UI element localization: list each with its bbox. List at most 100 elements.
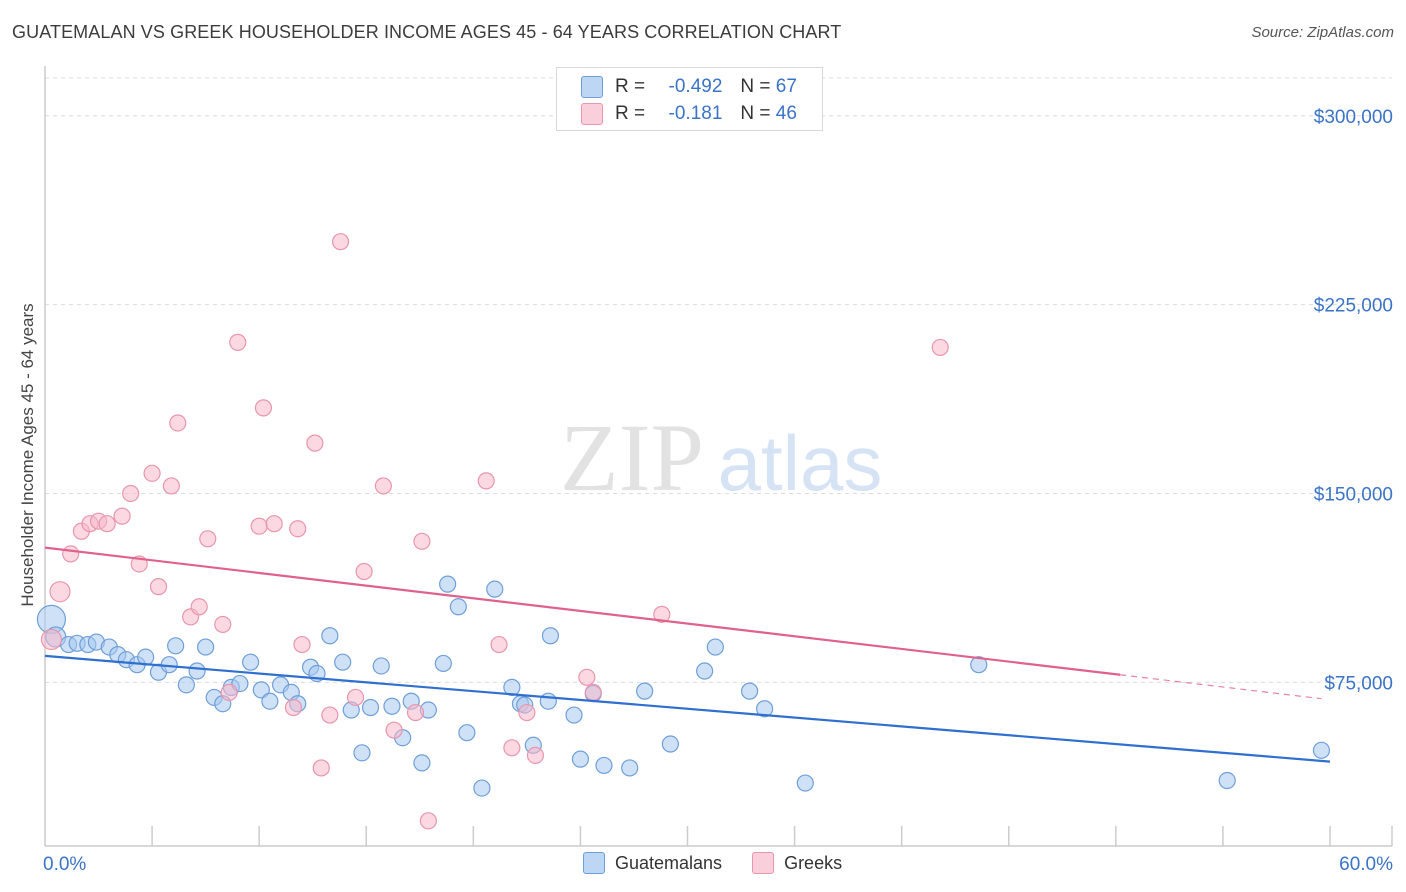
point-greeks	[265, 515, 283, 533]
point-guatemalans	[197, 638, 215, 656]
legend-item-guatemalans[interactable]: Guatemalans	[583, 852, 722, 874]
point-greeks	[62, 545, 80, 563]
point-greeks	[199, 530, 217, 548]
point-greeks	[162, 477, 180, 495]
axes	[44, 66, 1393, 847]
point-greeks	[284, 698, 303, 717]
legend-n-label: N =	[740, 76, 771, 97]
point-greeks	[653, 605, 671, 623]
point-greeks	[143, 464, 161, 482]
point-greeks	[312, 759, 330, 777]
point-guatemalans	[177, 676, 195, 694]
legend-r-value: -0.181	[668, 103, 723, 124]
trend-lines	[44, 546, 1331, 763]
point-guatemalans	[621, 759, 639, 777]
point-guatemalans	[755, 700, 774, 718]
legend-n-label: N =	[740, 103, 771, 124]
legend-item-greeks[interactable]: Greeks	[752, 852, 842, 874]
point-guatemalans	[242, 653, 260, 671]
source-label: Source: ZipAtlas.com	[1251, 24, 1394, 41]
point-greeks	[113, 507, 131, 525]
legend-swatch-blue	[583, 852, 605, 874]
point-guatemalans	[1218, 771, 1236, 790]
point-greeks	[306, 434, 324, 452]
point-guatemalans	[571, 750, 590, 768]
point-greeks	[931, 338, 949, 357]
point-greeks	[250, 517, 268, 535]
point-greeks	[406, 703, 425, 722]
point-greeks	[477, 472, 495, 490]
y-tick-label: $300,000	[1314, 107, 1393, 128]
legend-swatch-blue	[581, 76, 603, 98]
point-greeks	[490, 635, 508, 654]
y-tick-label: $150,000	[1314, 484, 1393, 505]
point-guatemalans	[434, 654, 452, 673]
point-greeks	[98, 515, 116, 533]
data-points	[36, 233, 1331, 830]
legend-r-label: R =	[615, 76, 646, 97]
point-guatemalans	[449, 598, 467, 616]
point-greeks	[385, 721, 403, 739]
point-guatemalans	[565, 706, 583, 724]
point-guatemalans	[636, 682, 654, 700]
watermark-atlas: atlas	[718, 419, 883, 507]
series-legend: Guatemalans Greeks	[583, 852, 872, 874]
legend-swatch-pink	[752, 852, 775, 874]
point-greeks	[149, 578, 168, 596]
point-guatemalans	[661, 735, 679, 753]
legend-row-greeks: R = -0.181 N = 46	[581, 101, 797, 127]
trend-line-greeks-extension	[1120, 674, 1322, 700]
point-greeks	[374, 477, 392, 495]
point-greeks	[584, 683, 602, 702]
point-guatemalans	[413, 754, 431, 772]
point-guatemalans	[321, 627, 339, 645]
point-guatemalans	[706, 638, 724, 656]
point-greeks	[289, 520, 307, 538]
point-guatemalans	[439, 575, 457, 593]
trend-line-greeks	[44, 546, 1121, 676]
point-guatemalans	[261, 692, 279, 710]
point-greeks	[49, 581, 71, 603]
point-guatemalans	[167, 637, 185, 655]
watermark-zip: ZIP	[560, 404, 704, 511]
point-greeks	[229, 333, 247, 351]
point-guatemalans	[741, 682, 759, 700]
point-guatemalans	[361, 698, 380, 717]
legend-label-greeks: Greeks	[784, 852, 843, 873]
legend-row-guatemalans: R = -0.492 N = 67	[581, 74, 797, 100]
legend-r-label: R =	[615, 103, 646, 124]
y-tick-label: $75,000	[1324, 673, 1393, 694]
point-guatemalans	[383, 697, 401, 715]
point-greeks	[526, 746, 545, 764]
point-greeks	[419, 812, 437, 830]
x-tick-label: 60.0%	[1339, 854, 1393, 875]
point-greeks	[413, 532, 431, 550]
trend-line-guatemalans	[44, 654, 1331, 763]
point-greeks	[331, 233, 350, 251]
legend-r-value: -0.492	[668, 76, 723, 97]
point-greeks	[346, 688, 365, 707]
y-tick-label: $225,000	[1314, 296, 1393, 317]
point-greeks	[503, 739, 521, 757]
chart-title: GUATEMALAN VS GREEK HOUSEHOLDER INCOME A…	[12, 22, 842, 42]
point-guatemalans	[473, 779, 491, 797]
point-greeks	[321, 706, 339, 724]
point-guatemalans	[541, 627, 560, 645]
point-greeks	[214, 615, 232, 634]
point-greeks	[190, 598, 208, 616]
point-guatemalans	[486, 580, 504, 598]
point-guatemalans	[252, 681, 270, 699]
legend-n-value: 46	[775, 103, 797, 124]
tick-labels: $75,000 $150,000 $225,000 $300,000 0.0% 60.0%	[43, 107, 1393, 875]
point-greeks	[518, 703, 536, 722]
point-guatemalans	[188, 662, 206, 680]
point-greeks	[122, 484, 140, 503]
point-greeks	[355, 562, 373, 581]
point-guatemalans	[696, 662, 714, 680]
point-guatemalans	[539, 692, 557, 710]
point-greeks	[40, 628, 63, 651]
point-greeks	[254, 399, 273, 417]
correlation-legend: R = -0.492 N = 67 R = -0.181 N = 46	[556, 67, 823, 131]
point-guatemalans	[458, 724, 476, 742]
point-guatemalans	[970, 656, 988, 674]
